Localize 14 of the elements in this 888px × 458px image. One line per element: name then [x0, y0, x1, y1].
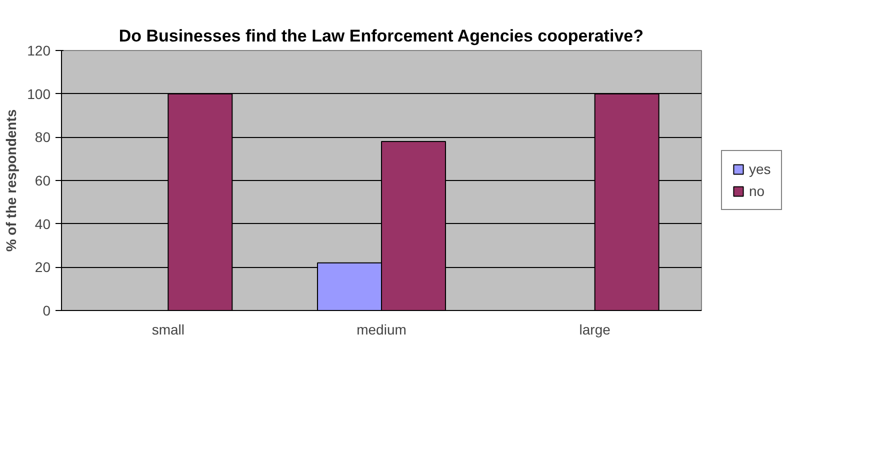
y-tick-label: 100 [27, 86, 51, 102]
chart-title: Do Businesses find the Law Enforcement Agencies cooperative? [118, 26, 644, 46]
legend-label: yes [749, 161, 771, 177]
y-tick-label: 120 [27, 42, 51, 58]
y-tick-label: 0 [42, 302, 51, 318]
x-tick-label: small [152, 322, 185, 338]
y-tick-label: 40 [34, 216, 51, 232]
x-tick-label: large [579, 322, 611, 338]
y-tick-label: 20 [34, 259, 51, 276]
legend-label: no [749, 183, 766, 199]
y-axis-title: % of the respondents [3, 109, 20, 252]
x-tick-label: medium [356, 322, 406, 338]
y-tick-label: 60 [34, 172, 51, 188]
y-tick-label: 80 [34, 129, 51, 146]
